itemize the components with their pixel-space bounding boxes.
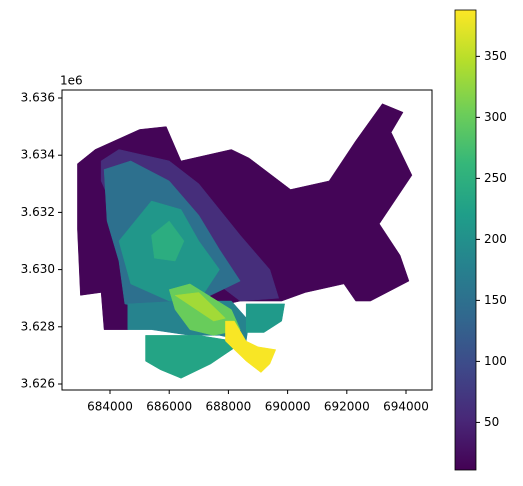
colorbar-tick-label: 250 xyxy=(484,171,507,185)
colorbar-tick-label: 200 xyxy=(484,232,507,246)
colorbar-tick-label: 350 xyxy=(484,49,507,63)
x-tick-label: 692000 xyxy=(324,400,370,414)
colorbar xyxy=(454,9,477,471)
offset-text: 1e6 xyxy=(60,74,83,88)
colorbar-tick-label: 100 xyxy=(484,354,507,368)
district xyxy=(225,320,277,373)
y-tick-label: 3.626 xyxy=(21,376,55,390)
y-tick-label: 3.632 xyxy=(21,205,55,219)
x-tick-label: 684000 xyxy=(87,400,133,414)
y-tick-label: 3.634 xyxy=(21,148,55,162)
district xyxy=(174,292,226,322)
x-tick-label: 688000 xyxy=(206,400,252,414)
colorbar-tick-label: 150 xyxy=(484,293,507,307)
x-tick-label: 694000 xyxy=(383,400,429,414)
y-tick-label: 3.628 xyxy=(21,319,55,333)
district xyxy=(151,220,185,262)
district xyxy=(145,335,241,379)
x-tick-label: 686000 xyxy=(146,400,192,414)
colorbar-tick-label: 300 xyxy=(484,110,507,124)
y-tick-label: 3.630 xyxy=(21,262,55,276)
district xyxy=(245,303,285,333)
x-tick-label: 690000 xyxy=(265,400,311,414)
y-tick-label: 3.636 xyxy=(21,91,55,105)
axes-frame xyxy=(61,89,433,391)
colorbar-tick-label: 50 xyxy=(484,415,499,429)
